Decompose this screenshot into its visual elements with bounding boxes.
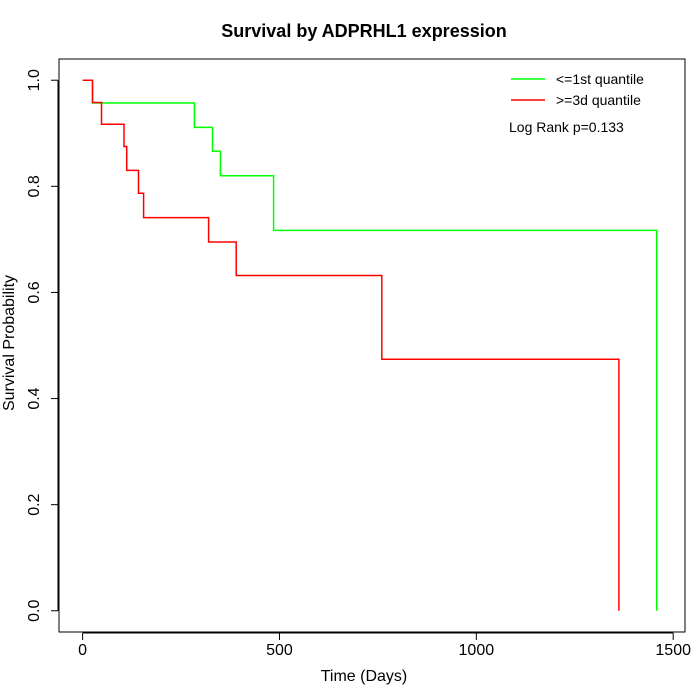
y-axis: 0.0 0.2 0.4 0.6 0.8 1.0 — [26, 69, 59, 622]
series-line-1 — [82, 79, 658, 611]
y-tick-label: 0.2 — [26, 493, 43, 515]
x-axis: 0 500 1000 1500 — [78, 632, 691, 659]
x-tick-label: 1000 — [459, 642, 495, 659]
y-axis-label: Survival Probability — [1, 275, 18, 411]
y-tick-label: 0.4 — [26, 387, 43, 409]
y-tick-label: 1.0 — [26, 69, 43, 91]
chart-title: Survival by ADPRHL1 expression — [221, 21, 506, 41]
x-tick-label: 0 — [78, 642, 87, 659]
series-line-2 — [82, 79, 620, 611]
x-tick-label: 500 — [266, 642, 293, 659]
series-layer — [82, 79, 658, 611]
legend-label: <=1st quantile — [556, 71, 644, 87]
y-tick-label: 0.6 — [26, 281, 43, 303]
x-axis-label: Time (Days) — [321, 668, 408, 685]
legend: <=1st quantile >=3d quantile — [511, 71, 644, 108]
legend-label: >=3d quantile — [556, 92, 641, 108]
plot-frame — [58, 58, 686, 633]
x-tick-label: 1500 — [655, 642, 691, 659]
y-tick-label: 0.0 — [26, 600, 43, 622]
y-tick-label: 0.8 — [26, 175, 43, 197]
log-rank-annotation: Log Rank p=0.133 — [509, 119, 624, 135]
